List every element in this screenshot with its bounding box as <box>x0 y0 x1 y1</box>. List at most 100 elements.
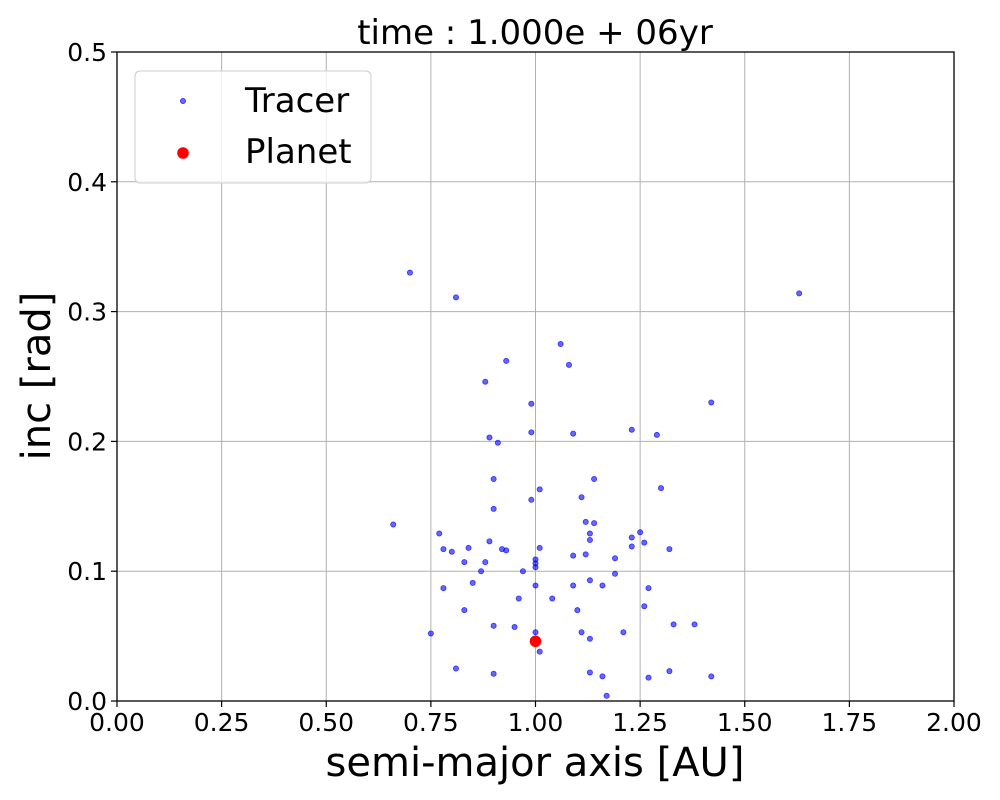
tracer-point <box>586 577 593 584</box>
tracer-point <box>666 668 673 675</box>
tracer-point <box>406 269 413 276</box>
tracer-point <box>591 520 598 527</box>
tracer-point <box>641 603 648 610</box>
tracer-point <box>490 622 497 629</box>
planet-point <box>529 635 542 648</box>
tracer-point <box>549 595 556 602</box>
x-tick-label: 0.50 <box>298 708 354 737</box>
x-tick-label: 2.00 <box>926 708 982 737</box>
tracer-point <box>599 582 606 589</box>
y-tick-label: 0.0 <box>67 687 107 716</box>
tracer-point <box>628 426 635 433</box>
x-tick-label: 0.00 <box>89 708 145 737</box>
tracer-point <box>536 648 543 655</box>
legend-label-planet: Planet <box>245 132 352 172</box>
tracer-point <box>440 546 447 553</box>
data-points <box>390 269 803 699</box>
tracer-point <box>390 521 397 528</box>
tracer-point <box>503 357 510 364</box>
tracer-point <box>452 294 459 301</box>
tracer-point <box>578 629 585 636</box>
tracer-point <box>427 630 434 637</box>
tracer-point <box>599 673 606 680</box>
tracer-point <box>503 547 510 554</box>
y-tick-label: 0.5 <box>67 38 107 67</box>
tracer-point <box>486 434 493 441</box>
tracer-point <box>528 429 535 436</box>
tracer-point <box>532 582 539 589</box>
tracer-point <box>645 585 652 592</box>
tracer-point <box>528 400 535 407</box>
tracer-point <box>565 361 572 368</box>
legend: Tracer Planet <box>134 70 372 184</box>
tracer-point <box>628 543 635 550</box>
tracer-point <box>570 582 577 589</box>
tracer-point <box>494 439 501 446</box>
tracer-point <box>591 476 598 483</box>
legend-marker-tracer <box>179 98 186 105</box>
legend-label-tracer: Tracer <box>244 81 349 121</box>
x-tick-label: 1.00 <box>508 708 564 737</box>
tracer-point <box>515 595 522 602</box>
tracer-point <box>796 290 803 297</box>
tracer-point <box>620 629 627 636</box>
tracer-point <box>578 494 585 501</box>
x-tick-label: 1.50 <box>717 708 773 737</box>
tracer-point <box>586 530 593 537</box>
tracer-point <box>628 534 635 541</box>
tracer-point <box>490 505 497 512</box>
tracer-point <box>486 538 493 545</box>
tracer-point <box>691 621 698 628</box>
chart-title: time : 1.000e + 06yr <box>357 13 713 53</box>
tracer-point <box>440 585 447 592</box>
tracer-point <box>478 568 485 575</box>
x-tick-label: 1.75 <box>822 708 878 737</box>
tracer-point <box>532 629 539 636</box>
tracer-point <box>461 559 468 566</box>
x-tick-label: 0.75 <box>403 708 459 737</box>
tracer-point <box>452 665 459 672</box>
tracer-point <box>658 485 665 492</box>
tracer-point <box>637 529 644 536</box>
tracer-point <box>465 544 472 551</box>
legend-box <box>134 70 372 184</box>
tracer-point <box>708 673 715 680</box>
tracer-point <box>612 555 619 562</box>
tracer-point <box>461 607 468 614</box>
tracer-point <box>586 537 593 544</box>
tracer-point <box>582 551 589 558</box>
tracer-point <box>528 496 535 503</box>
tracer-point <box>645 674 652 681</box>
tracer-point <box>570 430 577 437</box>
tracer-point <box>670 621 677 628</box>
tracer-point <box>708 399 715 406</box>
y-tick-label: 0.1 <box>67 557 107 586</box>
tracer-point <box>586 669 593 676</box>
tracer-point <box>582 518 589 525</box>
tracer-point <box>612 570 619 577</box>
axis-ticks: 0.00 0.25 0.50 0.75 1.00 1.25 1.50 1.75 2.00 0.0 0… <box>67 38 982 737</box>
tracer-point <box>482 559 489 566</box>
y-axis-title: inc [rad] <box>14 292 60 461</box>
tracer-point <box>532 564 539 571</box>
tracer-point <box>448 548 455 555</box>
tracer-point <box>574 607 581 614</box>
tracer-point <box>536 486 543 493</box>
tracer-point <box>482 378 489 385</box>
y-tick-label: 0.2 <box>67 427 107 456</box>
tracer-point <box>570 552 577 559</box>
tracer-point <box>653 431 660 438</box>
tracer-point <box>511 624 518 631</box>
tracer-point <box>536 544 543 551</box>
y-tick-label: 0.3 <box>67 298 107 327</box>
tracer-point <box>666 546 673 553</box>
tracer-point <box>603 692 610 699</box>
tracer-point <box>557 341 564 348</box>
tracer-point <box>641 539 648 546</box>
tracer-point <box>490 476 497 483</box>
x-tick-label: 1.25 <box>612 708 668 737</box>
legend-marker-planet <box>177 147 189 159</box>
tracer-point <box>436 530 443 537</box>
grid-lines <box>116 51 955 702</box>
tracer-point <box>519 568 526 575</box>
